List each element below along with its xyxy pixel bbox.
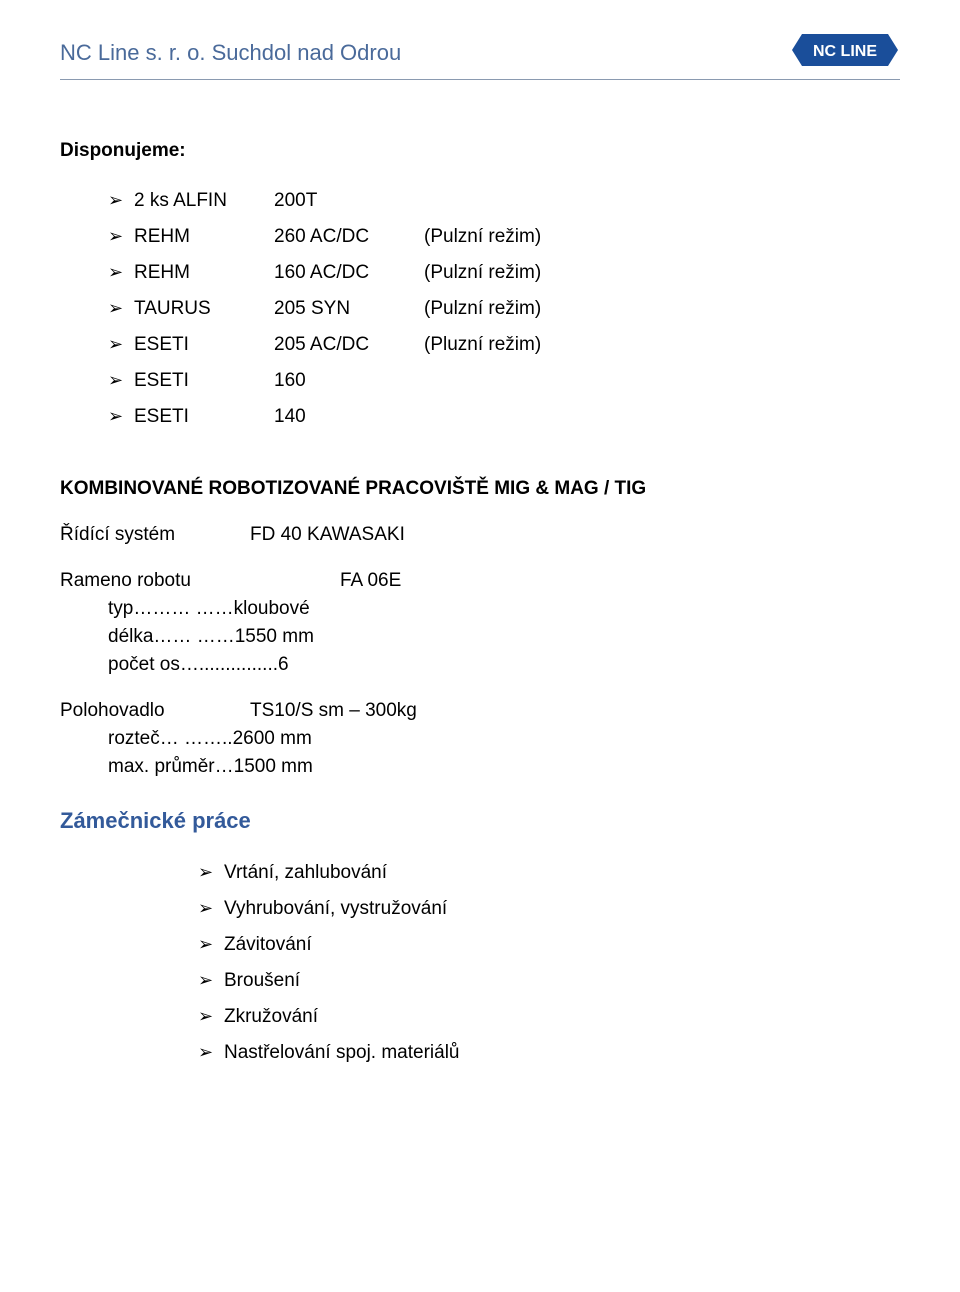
equip-model: 205 AC/DC [274,334,424,356]
equip-name: TAURUS [134,298,274,320]
equip-model: 140 [274,406,424,428]
bullet-icon: ➢ [108,298,124,319]
equip-model: 260 AC/DC [274,226,424,248]
arm-value: FA 06E [340,570,401,592]
locksmith-heading: Zámečnické práce [60,808,900,834]
work-list: ➢ Vrtání, zahlubování ➢ Vyhrubování, vys… [198,862,900,1064]
bullet-icon: ➢ [108,370,124,391]
work-label: Broušení [224,970,300,992]
positioner-spec: rozteč… ……..2600 mm [108,728,900,750]
bullet-icon: ➢ [108,190,124,211]
equip-model: 160 [274,370,424,392]
bullet-icon: ➢ [108,406,124,427]
work-label: Zkružování [224,1006,318,1028]
work-label: Nastřelování spoj. materiálů [224,1042,460,1064]
work-item: ➢ Nastřelování spoj. materiálů [198,1042,900,1064]
robot-arm-block: Rameno robotu FA 06E typ……… ……kloubové d… [60,570,900,676]
bullet-icon: ➢ [108,226,124,247]
work-item: ➢ Broušení [198,970,900,992]
document-page: NC Line s. r. o. Suchdol nad Odrou NC LI… [0,0,960,1118]
arm-label: Rameno robotu [60,570,340,592]
bullet-icon: ➢ [198,1042,214,1063]
equip-note: (Pluzní režim) [424,334,541,356]
positioner-spec: max. průměr…1500 mm [108,756,900,778]
equip-row: ➢ ESETI 205 AC/DC (Pluzní režim) [108,334,900,356]
equip-name: REHM [134,262,274,284]
bullet-icon: ➢ [198,970,214,991]
work-label: Vyhrubování, vystružování [224,898,447,920]
positioner-label: Polohovadlo [60,700,250,722]
equip-row: ➢ REHM 260 AC/DC (Pulzní režim) [108,226,900,248]
equip-model: 160 AC/DC [274,262,424,284]
equip-name: 2 ks ALFIN [134,190,274,212]
equip-model: 200T [274,190,424,212]
equip-note: (Pulzní režim) [424,262,541,284]
bullet-icon: ➢ [198,862,214,883]
positioner-value: TS10/S sm – 300kg [250,700,417,722]
header-divider [60,79,900,80]
equip-row: ➢ TAURUS 205 SYN (Pulzní režim) [108,298,900,320]
disponujeme-title: Disponujeme: [60,140,900,162]
equip-name: REHM [134,226,274,248]
arm-head: Rameno robotu FA 06E [60,570,900,592]
equip-row: ➢ REHM 160 AC/DC (Pulzní režim) [108,262,900,284]
control-value: FD 40 KAWASAKI [250,524,405,546]
work-label: Vrtání, zahlubování [224,862,387,884]
equip-name: ESETI [134,406,274,428]
work-item: ➢ Závitování [198,934,900,956]
arm-spec: délka…… ……1550 mm [108,626,900,648]
work-item: ➢ Vrtání, zahlubování [198,862,900,884]
equip-name: ESETI [134,334,274,356]
bullet-icon: ➢ [108,334,124,355]
work-label: Závitování [224,934,312,956]
arm-spec: počet os…...............6 [108,654,900,676]
equip-name: ESETI [134,370,274,392]
equip-row: ➢ ESETI 160 [108,370,900,392]
bullet-icon: ➢ [108,262,124,283]
page-header: NC Line s. r. o. Suchdol nad Odrou NC LI… [60,30,900,75]
company-logo: NC LINE [790,30,900,75]
bullet-icon: ➢ [198,1006,214,1027]
positioner-block: Polohovadlo TS10/S sm – 300kg rozteč… ……… [60,700,900,778]
equip-row: ➢ ESETI 140 [108,406,900,428]
bullet-icon: ➢ [198,898,214,919]
bullet-icon: ➢ [198,934,214,955]
positioner-head: Polohovadlo TS10/S sm – 300kg [60,700,900,722]
equip-note: (Pulzní režim) [424,298,541,320]
company-name: NC Line s. r. o. Suchdol nad Odrou [60,40,401,66]
equip-row: ➢ 2 ks ALFIN 200T [108,190,900,212]
work-item: ➢ Zkružování [198,1006,900,1028]
work-item: ➢ Vyhrubování, vystružování [198,898,900,920]
control-label: Řídící systém [60,524,250,546]
control-system-row: Řídící systém FD 40 KAWASAKI [60,524,900,546]
equipment-list: ➢ 2 ks ALFIN 200T ➢ REHM 260 AC/DC (Pulz… [108,190,900,428]
arm-spec: typ……… ……kloubové [108,598,900,620]
equip-model: 205 SYN [274,298,424,320]
logo-text: NC LINE [813,43,877,60]
equip-note: (Pulzní režim) [424,226,541,248]
robot-heading: KOMBINOVANÉ ROBOTIZOVANÉ PRACOVIŠTĚ MIG … [60,478,900,500]
